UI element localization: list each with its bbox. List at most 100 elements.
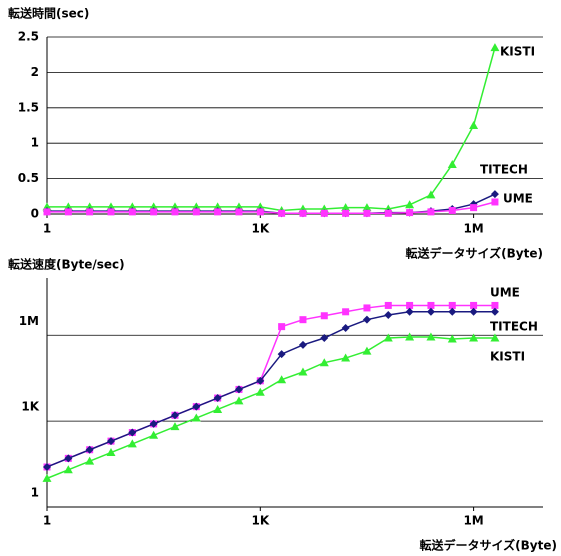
series-line — [47, 201, 496, 215]
data-point — [192, 402, 201, 411]
data-point — [320, 209, 328, 217]
data-point — [384, 301, 392, 309]
data-point — [469, 333, 479, 342]
data-point — [64, 454, 73, 463]
data-point — [491, 301, 499, 309]
series-label: TITECH — [490, 320, 538, 334]
data-point — [213, 394, 222, 403]
data-point — [214, 208, 222, 216]
data-point — [170, 422, 180, 431]
y-tick-label: 1K — [21, 400, 39, 414]
data-point — [106, 448, 116, 457]
data-point — [405, 332, 415, 341]
data-point — [85, 445, 94, 454]
series-label: UME — [503, 192, 533, 206]
series-line — [46, 336, 495, 480]
data-point — [490, 333, 500, 342]
data-point — [362, 346, 372, 355]
data-point — [427, 208, 435, 216]
data-point — [320, 334, 329, 343]
y-tick-label: 0 — [31, 207, 39, 221]
series-label: UME — [490, 286, 520, 300]
data-point — [491, 198, 499, 206]
data-point — [128, 208, 136, 216]
data-point — [362, 203, 372, 212]
y-tick-label: 2 — [31, 65, 39, 79]
data-point — [171, 208, 179, 216]
data-point — [448, 307, 457, 316]
data-point — [341, 353, 351, 362]
data-point — [469, 307, 478, 316]
data-point — [298, 367, 308, 376]
data-point — [341, 323, 350, 332]
data-point — [277, 375, 287, 384]
data-point — [363, 209, 371, 217]
data-point — [448, 301, 456, 309]
data-point — [277, 350, 286, 359]
data-point — [469, 121, 479, 129]
data-point — [341, 203, 351, 212]
x-tick-label: 1K — [251, 514, 269, 528]
data-point — [127, 439, 137, 448]
data-point — [256, 208, 264, 216]
data-point — [235, 208, 243, 216]
y-axis-title: 転送速度(Byte/sec) — [8, 257, 125, 272]
data-point — [234, 396, 244, 405]
data-point — [470, 204, 478, 212]
y-tick-label: 0.5 — [18, 171, 39, 185]
data-point — [342, 209, 350, 217]
data-point — [150, 208, 158, 216]
data-point — [149, 419, 158, 428]
data-point — [149, 430, 159, 439]
data-point — [170, 411, 179, 420]
data-point — [107, 208, 115, 216]
data-point — [298, 340, 307, 349]
data-point — [363, 304, 371, 312]
data-point — [406, 301, 414, 309]
data-point — [490, 43, 500, 52]
y-tick-label: 2.5 — [18, 30, 39, 44]
data-point — [406, 209, 414, 217]
data-point — [106, 437, 115, 446]
data-point — [42, 473, 52, 482]
x-tick-label: 1M — [463, 514, 483, 528]
data-point — [43, 462, 51, 471]
data-point — [470, 301, 478, 309]
series-line — [47, 47, 496, 212]
data-point — [383, 333, 393, 342]
data-point — [278, 209, 286, 217]
data-point — [85, 456, 95, 465]
data-point — [384, 310, 393, 319]
y-tick-label: 1.5 — [18, 100, 39, 114]
x-tick-label: 1K — [251, 222, 269, 236]
x-tick-label: 1M — [463, 222, 483, 236]
data-point — [490, 307, 499, 316]
data-point — [191, 413, 201, 422]
data-point — [86, 208, 94, 216]
data-point — [427, 301, 435, 309]
data-point — [43, 208, 51, 216]
series-label: TITECH — [480, 163, 528, 177]
data-point — [447, 334, 457, 343]
data-point — [405, 307, 414, 316]
series-label: KISTI — [490, 350, 525, 364]
data-point — [64, 208, 72, 216]
data-point — [192, 208, 200, 216]
y-tick-label: 1 — [31, 486, 39, 500]
data-point — [342, 308, 350, 316]
x-tick-label: 1 — [43, 222, 51, 236]
data-point — [63, 465, 73, 474]
data-point — [319, 358, 329, 367]
y-tick-label: 1M — [19, 314, 39, 328]
data-point — [448, 206, 456, 214]
data-point — [234, 385, 243, 394]
data-point — [384, 209, 392, 217]
x-axis-title: 転送データサイズ(Byte) — [406, 246, 543, 261]
data-point — [278, 323, 286, 331]
series-line — [46, 311, 495, 468]
data-point — [490, 190, 499, 199]
data-point — [426, 307, 435, 316]
data-point — [320, 312, 328, 320]
data-point — [426, 190, 436, 199]
data-point — [128, 428, 137, 437]
